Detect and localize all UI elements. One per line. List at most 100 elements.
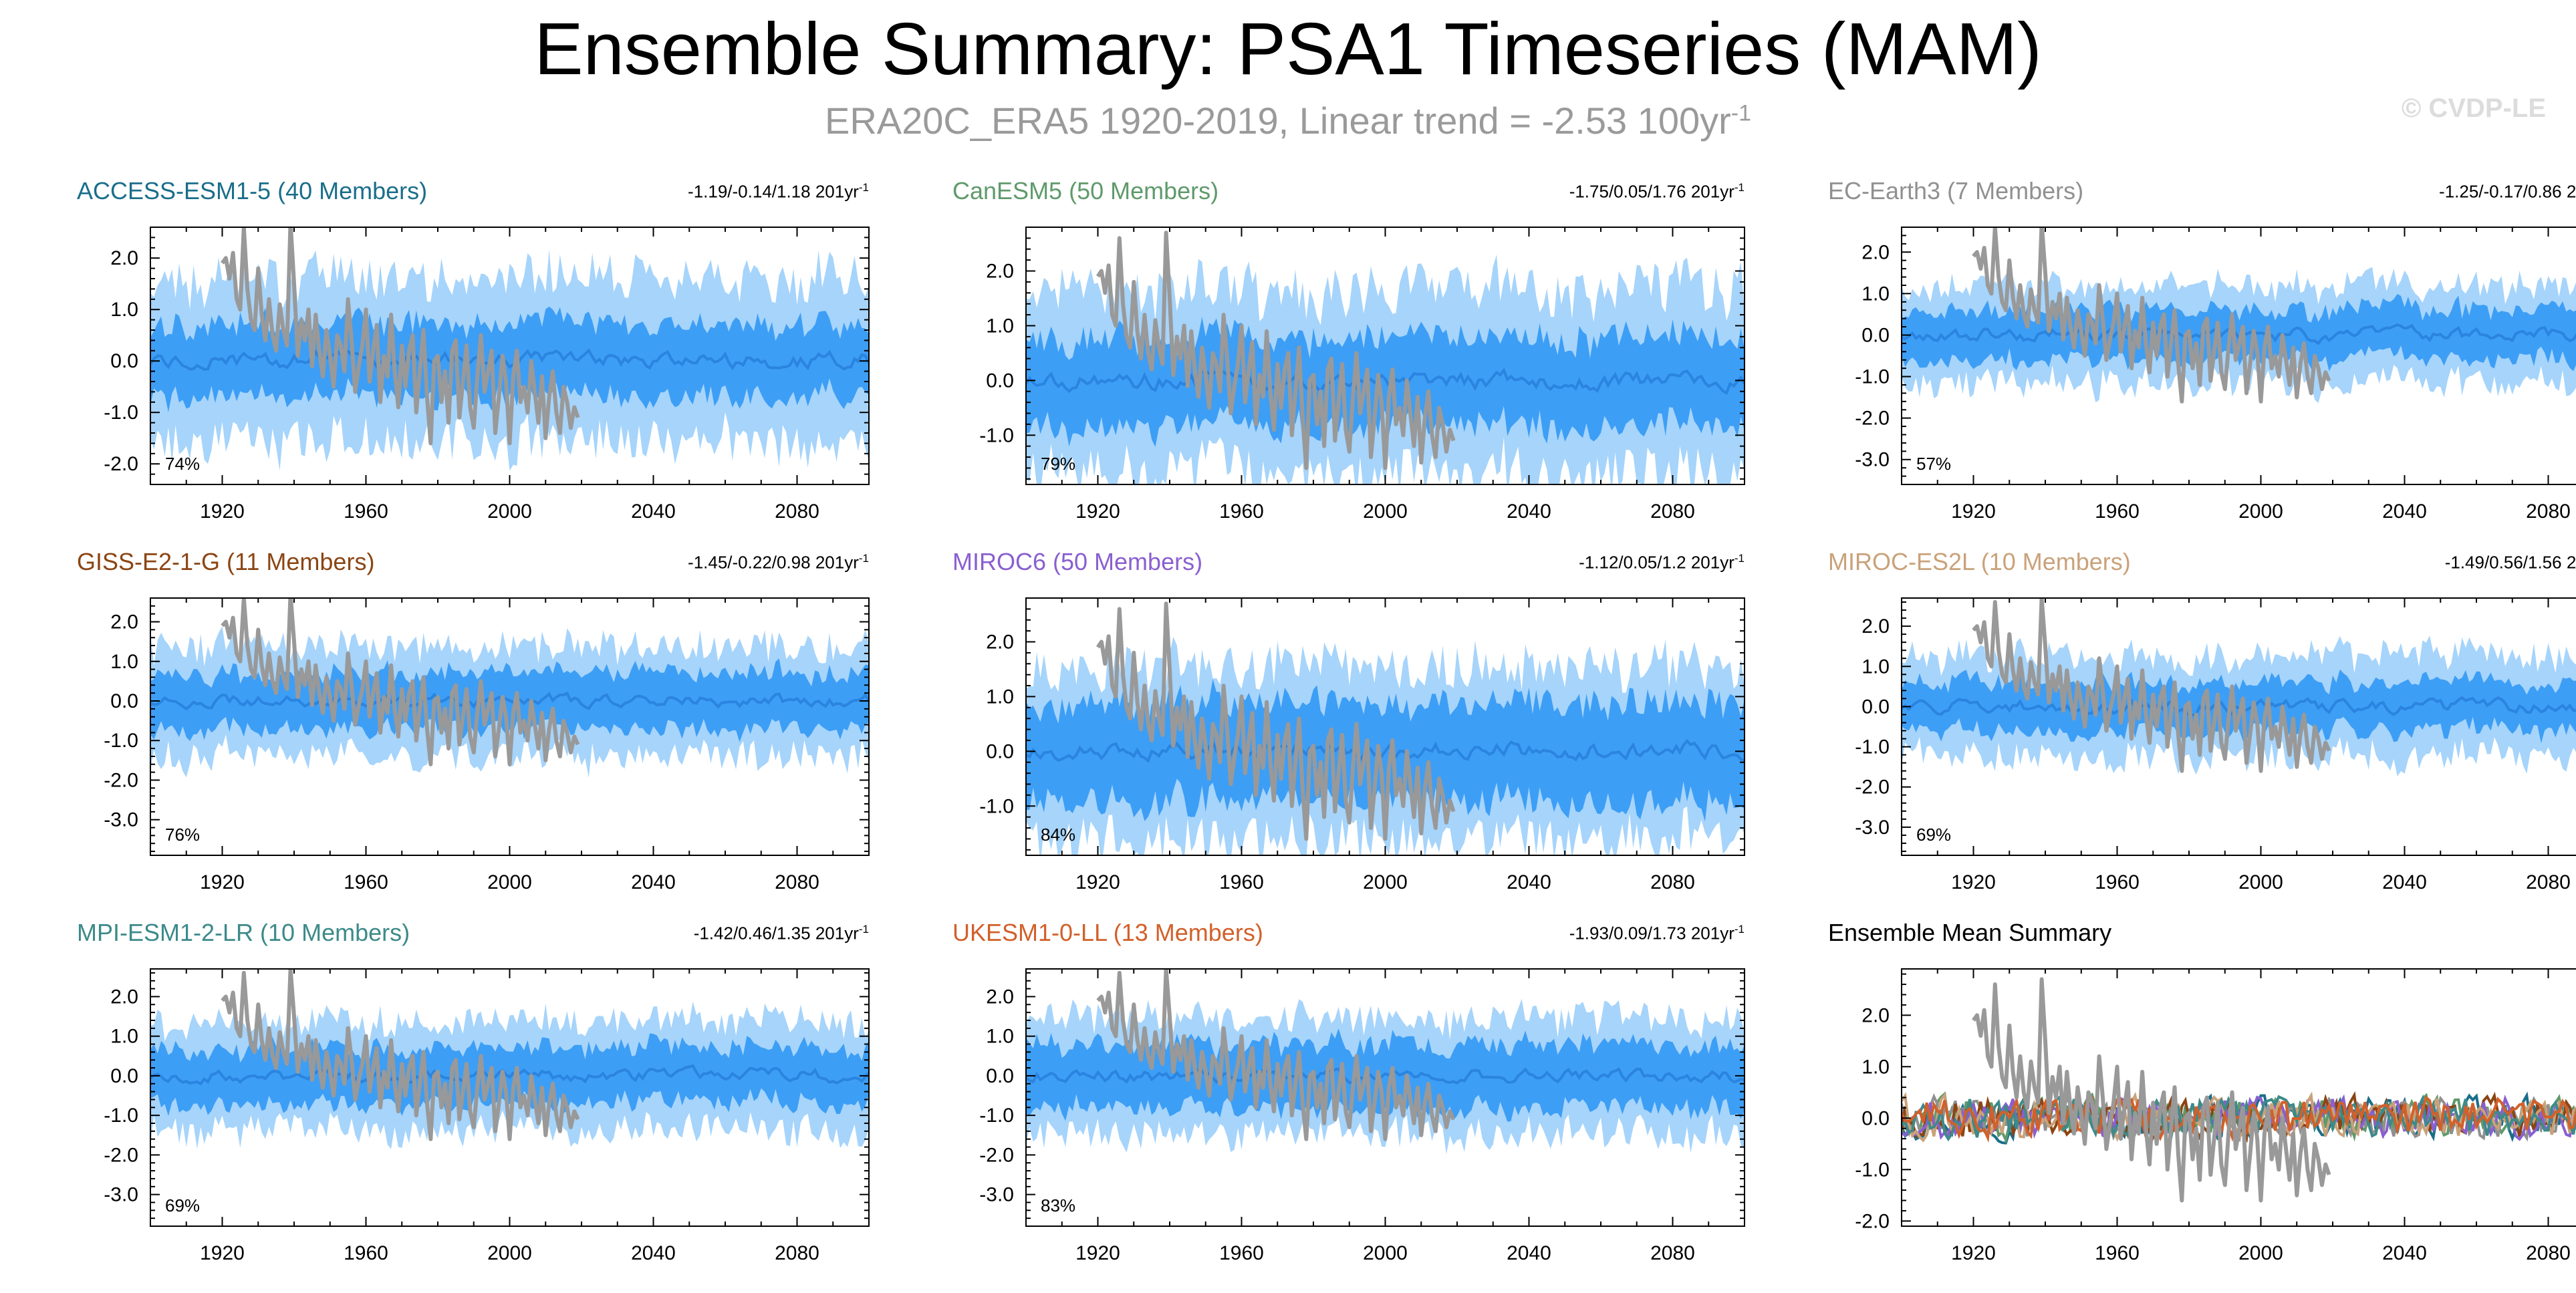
ensemble-iqr-band <box>150 306 869 412</box>
y-tick-label: -2.0 <box>1855 408 1890 430</box>
chart-svg: -3.0 -2.0 -1.0 0.0 1.0 2.0 1920 1960 2000 2040 208… <box>104 597 870 893</box>
percent-label: 83% <box>1041 1195 1075 1215</box>
y-tick-label: -1.0 <box>979 1105 1014 1127</box>
x-tick-label: 2000 <box>487 871 532 893</box>
y-tick-label: 1.0 <box>986 315 1014 337</box>
ensemble-mean-line <box>150 348 869 371</box>
chart-svg: -3.0 -2.0 -1.0 0.0 1.0 2.0 1920 1960 2000 2040 208… <box>1855 227 2576 523</box>
y-tick-label: 0.0 <box>1861 1107 1890 1129</box>
y-tick-label: 1.0 <box>110 651 138 673</box>
y-tick-label: 0.0 <box>986 1065 1014 1087</box>
chart-panel: ACCESS-ESM1-5 (40 Members) -1.19/-0.14/1.… <box>74 177 899 525</box>
x-tick-label: 1960 <box>2095 871 2140 893</box>
ensemble-mean-line <box>1026 1067 1745 1085</box>
panel-stats-text: -1.25/-0.17/0.86 201yr <box>2439 181 2576 202</box>
panel-stats: -1.12/0.05/1.2 201yr-1 <box>1579 552 1745 573</box>
ensemble-iqr-band <box>1026 317 1745 447</box>
x-tick-label: 2000 <box>2238 871 2283 893</box>
percent-label: 69% <box>165 1195 200 1215</box>
observations-line <box>221 969 580 1141</box>
observations-line <box>221 227 580 446</box>
x-tick-label: 2040 <box>631 1242 676 1264</box>
panel-stats: -1.45/-0.22/0.98 201yr-1 <box>688 552 869 573</box>
chart-svg: -2.0 -1.0 0.0 1.0 2.0 1920 1960 2000 2040 2080 <box>1855 968 2576 1264</box>
chart-svg: -3.0 -2.0 -1.0 0.0 1.0 2.0 1920 1960 2000 2040 208… <box>104 968 870 1264</box>
y-tick-label: -2.0 <box>1855 1210 1890 1232</box>
y-tick-label: 1.0 <box>1861 283 1890 305</box>
y-tick-label: -1.0 <box>1855 366 1890 388</box>
panel-stats: -1.49/0.56/1.56 201yr-1 <box>2445 552 2576 573</box>
x-tick-label: 2000 <box>1363 1242 1408 1264</box>
panel-stats-text: -1.45/-0.22/0.98 201yr <box>688 552 859 573</box>
observations-line <box>1972 227 2331 404</box>
chart-panel: MIROC6 (50 Members) -1.12/0.05/1.2 201yr-… <box>949 548 1775 895</box>
chart-panel: EC-Earth3 (7 Members) -1.25/-0.17/0.86 20… <box>1825 177 2576 525</box>
y-tick-label: 2.0 <box>1861 241 1890 263</box>
y-tick-label: 2.0 <box>110 986 138 1008</box>
panel-title: Ensemble Mean Summary <box>1828 919 2112 946</box>
x-tick-label: 2040 <box>631 871 676 893</box>
x-tick-label: 2080 <box>775 1242 819 1264</box>
y-tick-label: 0.0 <box>110 690 138 712</box>
y-tick-label: -2.0 <box>1855 776 1890 799</box>
panel-stats-exponent: -1 <box>1734 923 1745 936</box>
x-tick-label: 1920 <box>1075 500 1120 523</box>
panel-stats-text: -1.19/-0.14/1.18 201yr <box>688 181 859 202</box>
ensemble-mean-line <box>1026 738 1745 763</box>
y-tick-label: -1.0 <box>104 402 138 424</box>
x-tick-label: 2000 <box>1363 500 1408 523</box>
x-tick-label: 1960 <box>1219 1242 1264 1264</box>
y-tick-label: -1.0 <box>104 730 138 752</box>
y-tick-label: 1.0 <box>110 299 138 321</box>
y-tick-label: 2.0 <box>110 247 138 269</box>
chart-svg: -3.0 -2.0 -1.0 0.0 1.0 2.0 1920 1960 2000 2040 208… <box>979 968 1745 1264</box>
percent-label: 69% <box>1916 825 1951 845</box>
y-tick-label: -2.0 <box>104 1144 138 1166</box>
panel-stats-text: -1.49/0.56/1.56 201yr <box>2444 552 2576 573</box>
x-tick-label: 1920 <box>200 500 245 523</box>
x-tick-label: 1920 <box>1951 500 1996 523</box>
y-tick-label: 1.0 <box>1861 1056 1890 1078</box>
percent-label: 84% <box>1041 825 1075 845</box>
panel-title: ACCESS-ESM1-5 (40 Members) <box>77 177 428 204</box>
y-tick-label: -3.0 <box>979 1184 1014 1206</box>
chart-svg: -1.0 0.0 1.0 2.0 1920 1960 2000 2040 2080 84% <box>979 597 1745 893</box>
chart-panel: Ensemble Mean Summary -2.0 -1.0 0.0 1.0 2.0 19… <box>1825 919 2576 1266</box>
y-tick-label: 0.0 <box>986 740 1014 762</box>
panel-title: MPI-ESM1-2-LR (10 Members) <box>77 919 410 946</box>
y-tick-label: 2.0 <box>110 611 138 633</box>
x-tick-label: 1920 <box>200 1242 245 1264</box>
x-tick-label: 2080 <box>775 500 819 523</box>
y-tick-label: 2.0 <box>986 261 1014 283</box>
y-tick-label: -1.0 <box>979 424 1014 446</box>
model-mean-series <box>1902 1094 2576 1142</box>
x-tick-label: 2040 <box>1507 871 1551 893</box>
ensemble-iqr-band <box>150 1033 869 1116</box>
x-tick-label: 1920 <box>1951 871 1996 893</box>
y-tick-label: 1.0 <box>986 686 1014 708</box>
y-tick-label: -3.0 <box>104 809 138 831</box>
x-tick-label: 2080 <box>1650 871 1695 893</box>
y-tick-label: 0.0 <box>986 370 1014 392</box>
y-tick-label: -3.0 <box>104 1184 138 1206</box>
x-tick-label: 2000 <box>1363 871 1408 893</box>
page-subtitle: ERA20C_ERA5 1920-2019, Linear trend = -2… <box>0 99 2576 142</box>
page-title: Ensemble Summary: PSA1 Timeseries (MAM) <box>534 8 2042 90</box>
panel-stats: -1.42/0.46/1.35 201yr-1 <box>694 923 869 944</box>
x-tick-label: 2080 <box>1650 1242 1695 1264</box>
panel-stats: -1.75/0.05/1.76 201yr-1 <box>1569 181 1745 202</box>
panel-title: EC-Earth3 (7 Members) <box>1828 177 2084 204</box>
y-tick-label: -2.0 <box>104 769 138 791</box>
x-tick-label: 1920 <box>200 871 245 893</box>
x-tick-label: 2040 <box>1507 500 1551 523</box>
model-mean-series <box>1902 1093 2576 1141</box>
chart-svg: -2.0 -1.0 0.0 1.0 2.0 1920 1960 2000 2040 2080 74% <box>104 227 870 523</box>
x-tick-label: 2040 <box>2382 500 2427 523</box>
chart-panel: UKESM1-0-LL (13 Members) -1.93/0.09/1.73 … <box>949 919 1775 1266</box>
percent-label: 76% <box>165 825 200 845</box>
observations-line <box>1972 977 2331 1203</box>
y-tick-label: -3.0 <box>1855 817 1890 839</box>
y-tick-label: 0.0 <box>1861 324 1890 346</box>
observations-line <box>1096 231 1456 470</box>
observations-line <box>1096 969 1456 1141</box>
